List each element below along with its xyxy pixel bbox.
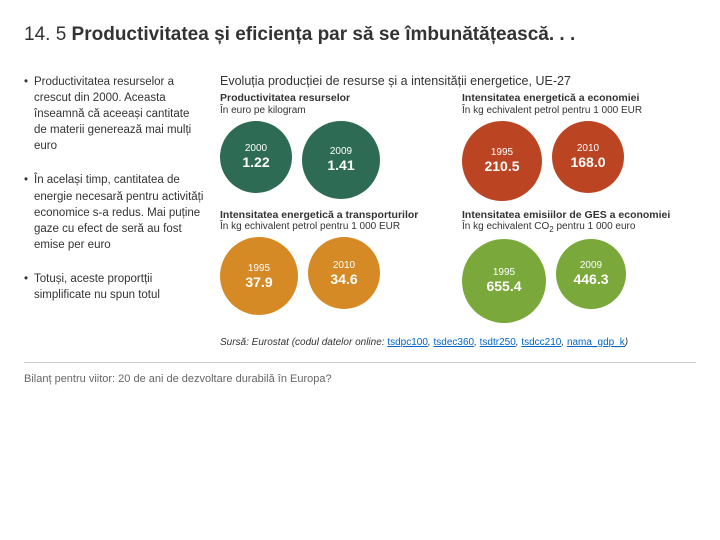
circle-value: 1.41	[327, 157, 354, 173]
data-circle: 201034.6	[308, 237, 380, 309]
data-circle: 2009446.3	[556, 239, 626, 309]
circle-year: 2009	[330, 146, 352, 157]
slide-title: 14. 5 Productivitatea și eficiența par s…	[24, 24, 696, 46]
circle-year: 2010	[333, 260, 355, 271]
panel-subtitle: În kg echivalent petrol pentru 1 000 EUR	[462, 105, 696, 117]
panel-title: Productivitatea resurselor	[220, 92, 454, 105]
bullet-item: În același timp, cantitatea de energie n…	[24, 172, 204, 252]
source-link[interactable]: tsdtr250	[480, 337, 516, 348]
chart-title: Evoluția producției de resurse și a inte…	[220, 74, 696, 88]
circle-value: 34.6	[330, 271, 357, 287]
source-link[interactable]: tsdpc100	[387, 337, 428, 348]
circle-value: 37.9	[245, 274, 272, 290]
title-prefix: 14. 5	[24, 24, 72, 45]
bullet-item: Productivitatea resurselor a crescut din…	[24, 74, 204, 154]
source-link[interactable]: tsdec360	[433, 337, 474, 348]
circle-value: 655.4	[486, 278, 521, 294]
chart-panel: Intensitatea energetică a economieiÎn kg…	[462, 92, 696, 201]
circle-item: 20091.41	[302, 121, 380, 199]
source-link[interactable]: tsdcc210	[521, 337, 561, 348]
data-circle: 1995655.4	[462, 239, 546, 323]
divider	[24, 362, 696, 363]
circle-item: 201034.6	[308, 237, 380, 309]
data-circle: 1995210.5	[462, 121, 542, 201]
data-circle: 20091.41	[302, 121, 380, 199]
circle-row: 20001.2220091.41	[220, 121, 454, 199]
data-circle: 2010168.0	[552, 121, 624, 193]
content-columns: Productivitatea resurselor a crescut din…	[24, 74, 696, 348]
circle-year: 2010	[577, 143, 599, 154]
circle-item: 2010168.0	[552, 121, 624, 193]
data-circle: 199537.9	[220, 237, 298, 315]
data-circle: 20001.22	[220, 121, 292, 193]
circle-item: 20001.22	[220, 121, 292, 193]
panel-title: Intensitatea energetică a transporturilo…	[220, 209, 454, 222]
source-line: Sursă: Eurostat (codul datelor online: t…	[220, 337, 696, 348]
chart-panel: Intensitatea emisiilor de GES a economie…	[462, 209, 696, 323]
circle-item: 199537.9	[220, 237, 298, 315]
source-link[interactable]: nama_gdp_k	[567, 337, 625, 348]
circle-value: 1.22	[242, 154, 269, 170]
circle-item: 1995655.4	[462, 239, 546, 323]
title-bold: Productivitatea și eficiența par să se î…	[72, 24, 576, 45]
panel-title: Intensitatea energetică a economiei	[462, 92, 696, 105]
circle-row: 1995210.52010168.0	[462, 121, 696, 201]
panel-subtitle: În kg echivalent petrol pentru 1 000 EUR	[220, 221, 454, 233]
bullets-column: Productivitatea resurselor a crescut din…	[24, 74, 204, 348]
bullet-item: Totuși, aceste proportții simplificate n…	[24, 271, 204, 303]
circle-value: 446.3	[573, 271, 608, 287]
circle-year: 1995	[491, 147, 513, 158]
circle-year: 2000	[245, 143, 267, 154]
circle-year: 1995	[248, 263, 270, 274]
chart-panel: Productivitatea resurselorÎn euro pe kil…	[220, 92, 454, 201]
circle-row: 1995655.42009446.3	[462, 239, 696, 323]
circle-year: 1995	[493, 267, 515, 278]
circle-year: 2009	[580, 260, 602, 271]
footer-text: Bilanț pentru viitor: 20 de ani de dezvo…	[24, 373, 696, 385]
circle-value: 168.0	[570, 154, 605, 170]
panel-subtitle: În euro pe kilogram	[220, 105, 454, 117]
chart-panels: Productivitatea resurselorÎn euro pe kil…	[220, 92, 696, 327]
chart-column: Evoluția producției de resurse și a inte…	[220, 74, 696, 348]
chart-panel: Intensitatea energetică a transporturilo…	[220, 209, 454, 323]
circle-row: 199537.9201034.6	[220, 237, 454, 315]
circle-item: 1995210.5	[462, 121, 542, 201]
circle-item: 2009446.3	[556, 239, 626, 309]
circle-value: 210.5	[484, 158, 519, 174]
panel-title: Intensitatea emisiilor de GES a economie…	[462, 209, 696, 222]
panel-subtitle: În kg echivalent CO2 pentru 1 000 euro	[462, 221, 696, 235]
